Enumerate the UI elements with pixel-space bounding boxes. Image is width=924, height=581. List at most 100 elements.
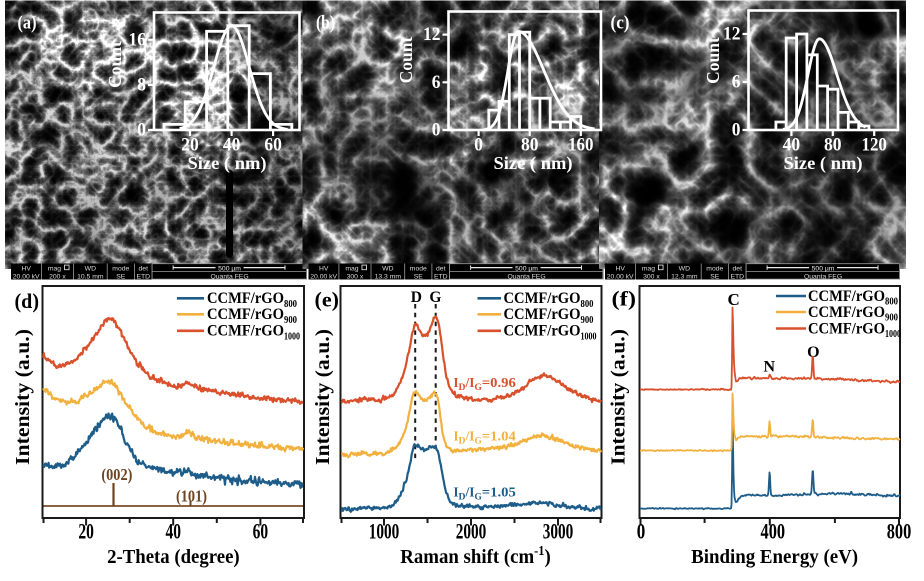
- svg-text:60: 60: [264, 135, 282, 156]
- svg-text:80: 80: [521, 135, 539, 156]
- svg-text:N: N: [764, 359, 776, 376]
- svg-text:det: det: [733, 265, 743, 272]
- svg-text:(c): (c): [611, 13, 630, 34]
- svg-text:6: 6: [432, 72, 441, 93]
- svg-text:CCMF/rGO1000: CCMF/rGO1000: [808, 320, 901, 340]
- svg-text:20.00 kV: 20.00 kV: [607, 273, 634, 280]
- svg-text:WD: WD: [382, 265, 393, 272]
- svg-text:(e): (e): [315, 288, 340, 312]
- svg-text:ETD: ETD: [434, 273, 448, 280]
- svg-text:WD: WD: [85, 265, 96, 272]
- svg-text:(f): (f): [612, 287, 637, 311]
- svg-text:det: det: [436, 265, 446, 272]
- svg-text:CCMF/rGO800: CCMF/rGO800: [808, 288, 898, 308]
- svg-text:CCMF/rGO1000: CCMF/rGO1000: [504, 323, 597, 343]
- svg-text:ETD: ETD: [730, 273, 744, 280]
- svg-text:mag: mag: [48, 265, 61, 272]
- svg-text:40: 40: [783, 135, 801, 156]
- svg-text:CCMF/rGO800: CCMF/rGO800: [504, 290, 594, 310]
- svg-text:500 µm: 500 µm: [515, 265, 538, 272]
- svg-text:300 x: 300 x: [643, 273, 660, 280]
- svg-text:G: G: [429, 289, 441, 306]
- svg-text:6: 6: [732, 72, 741, 93]
- svg-text:800: 800: [887, 519, 912, 544]
- svg-text:WD: WD: [679, 265, 690, 272]
- svg-text:80: 80: [824, 135, 842, 156]
- svg-text:Binding Energy (eV): Binding Energy (eV): [691, 546, 858, 568]
- svg-text:160: 160: [568, 135, 593, 156]
- svg-text:0: 0: [732, 120, 741, 141]
- svg-text:1000: 1000: [369, 519, 400, 544]
- svg-text:mag: mag: [345, 265, 358, 272]
- svg-text:Intensity (a.u.): Intensity (a.u.): [312, 329, 334, 465]
- svg-text:10.5 mm: 10.5 mm: [77, 273, 104, 280]
- svg-text:O: O: [807, 344, 819, 361]
- svg-text:(002): (002): [101, 465, 132, 484]
- svg-text:20.00 kV: 20.00 kV: [13, 273, 40, 280]
- svg-text:det: det: [139, 265, 149, 272]
- svg-text:D: D: [411, 289, 422, 306]
- svg-text:SE: SE: [414, 273, 424, 280]
- svg-text:(101): (101): [176, 487, 207, 506]
- svg-text:Intensity (a.u.): Intensity (a.u.): [12, 329, 34, 465]
- svg-text:mode: mode: [706, 265, 723, 272]
- svg-text:Quanta FEG: Quanta FEG: [804, 273, 842, 280]
- svg-text:12.3 mm: 12.3 mm: [671, 273, 698, 280]
- svg-text:40: 40: [223, 135, 241, 156]
- svg-text:Count: Count: [703, 37, 723, 84]
- svg-text:CCMF/rGO900: CCMF/rGO900: [808, 304, 898, 324]
- svg-text:C: C: [727, 290, 739, 309]
- svg-text:(d): (d): [15, 289, 40, 313]
- svg-text:Intensity (a.u.): Intensity (a.u.): [607, 329, 629, 465]
- svg-text:HV: HV: [615, 265, 625, 272]
- svg-text:0: 0: [474, 135, 483, 156]
- svg-text:20: 20: [78, 519, 94, 544]
- svg-text:12: 12: [723, 24, 741, 45]
- svg-text:13.3 mm: 13.3 mm: [375, 273, 402, 280]
- svg-text:Size ( nm): Size ( nm): [494, 153, 573, 174]
- svg-text:HV: HV: [319, 265, 329, 272]
- svg-text:(b): (b): [316, 13, 335, 34]
- svg-text:SE: SE: [116, 273, 126, 280]
- svg-text:16: 16: [129, 29, 147, 50]
- svg-text:CCMF/rGO1000: CCMF/rGO1000: [207, 323, 300, 343]
- svg-text:ID/IG=0.96: ID/IG=0.96: [454, 375, 516, 393]
- svg-text:0: 0: [432, 120, 441, 141]
- svg-text:3000: 3000: [543, 519, 574, 544]
- svg-text:8: 8: [137, 74, 146, 95]
- svg-text:Raman shift (cm-1): Raman shift (cm-1): [400, 543, 551, 568]
- svg-text:20.00 kV: 20.00 kV: [310, 273, 337, 280]
- svg-text:2-Theta (degree): 2-Theta (degree): [107, 546, 240, 568]
- svg-text:Count: Count: [396, 36, 416, 83]
- svg-text:60: 60: [253, 519, 269, 544]
- svg-text:HV: HV: [21, 265, 31, 272]
- svg-text:0: 0: [137, 120, 146, 141]
- svg-text:Count: Count: [105, 41, 125, 88]
- svg-text:300 x: 300 x: [347, 273, 364, 280]
- svg-text:mode: mode: [410, 265, 427, 272]
- svg-text:ID/IG=1.05: ID/IG=1.05: [454, 485, 516, 503]
- svg-text:(a): (a): [18, 13, 37, 34]
- svg-text:2000: 2000: [456, 519, 487, 544]
- svg-text:500 µm: 500 µm: [218, 265, 241, 272]
- svg-text:ID/IG=1.04: ID/IG=1.04: [454, 429, 516, 447]
- svg-text:Size ( nm): Size ( nm): [188, 153, 267, 174]
- svg-text:400: 400: [761, 519, 786, 544]
- svg-text:CCMF/rGO800: CCMF/rGO800: [207, 290, 297, 310]
- svg-text:40: 40: [165, 519, 181, 544]
- svg-text:120: 120: [862, 135, 887, 156]
- svg-text:500 µm: 500 µm: [812, 265, 835, 272]
- svg-text:Size ( nm): Size ( nm): [784, 153, 863, 174]
- svg-text:12: 12: [423, 24, 441, 45]
- svg-text:200 x: 200 x: [49, 273, 66, 280]
- svg-text:0: 0: [637, 519, 646, 544]
- svg-text:Quanta FEG: Quanta FEG: [210, 273, 248, 280]
- svg-text:SE: SE: [710, 273, 720, 280]
- svg-text:CCMF/rGO900: CCMF/rGO900: [207, 306, 297, 326]
- svg-text:Quanta FEG: Quanta FEG: [507, 273, 545, 280]
- svg-text:ETD: ETD: [136, 273, 150, 280]
- svg-text:CCMF/rGO900: CCMF/rGO900: [504, 306, 594, 326]
- svg-text:mode: mode: [112, 265, 129, 272]
- svg-text:20: 20: [181, 135, 199, 156]
- svg-text:mag: mag: [642, 265, 655, 272]
